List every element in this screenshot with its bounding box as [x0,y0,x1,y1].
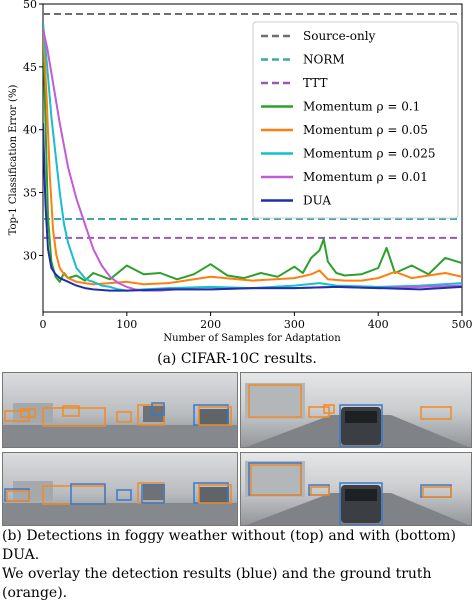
cifar10c-error-chart: Top-1 Classification Error (%) Number of… [8,0,473,344]
series-line-momentum-0.025 [43,22,462,292]
photo-top-left [2,372,238,448]
caption-b-line1: (b) Detections in foggy weather without … [2,528,456,563]
legend-entry: Source-only [303,29,376,43]
x-tick-label: 500 [452,318,473,331]
photo-bottom-right [240,452,472,526]
plot-area: 0 100 200 300 400 500 30 35 40 45 50 [23,0,473,331]
y-tick-label: 35 [23,187,37,200]
series-line-dua [43,123,462,292]
plot-frame [42,3,463,313]
y-tick-label: 50 [23,0,37,11]
y-tick-label: 30 [23,249,37,262]
legend-entry: Momentum ρ = 0.05 [303,123,428,137]
legend-entry: DUA [303,194,331,208]
legend-box [252,21,459,219]
legend-entry: TTT [303,76,327,90]
caption-b: (b) Detections in foggy weather without … [2,527,474,603]
y-tick-label: 45 [23,61,37,74]
y-axis-label-group: Top-1 Classification Error (%) [8,85,19,236]
series-group [43,13,462,292]
x-tick-label: 300 [284,318,305,331]
caption-b-line2: We overlay the detection results (blue) … [2,566,432,601]
series-line-momentum-0.05 [43,22,462,286]
legend-entry: Momentum ρ = 0.01 [303,170,428,184]
legend: Source-only NORM TTT Momentum ρ = 0.1 Moment… [252,21,459,219]
legend-entry: Momentum ρ = 0.1 [303,100,420,114]
x-tick-label: 0 [40,318,47,331]
x-tick-label: 400 [368,318,389,331]
y-axis-label: Top-1 Classification Error (%) [8,85,19,236]
legend-entry: NORM [303,53,345,67]
photo-top-right [240,372,472,448]
x-axis-label: Number of Samples for Adaptation [163,333,341,344]
caption-a: (a) CIFAR-10C results. [157,351,317,367]
x-tick-label: 100 [116,318,137,331]
x-tick-label: 200 [200,318,221,331]
legend-entry: Momentum ρ = 0.025 [303,147,436,161]
photo-bottom-left [2,452,238,526]
y-tick-label: 40 [23,124,37,137]
